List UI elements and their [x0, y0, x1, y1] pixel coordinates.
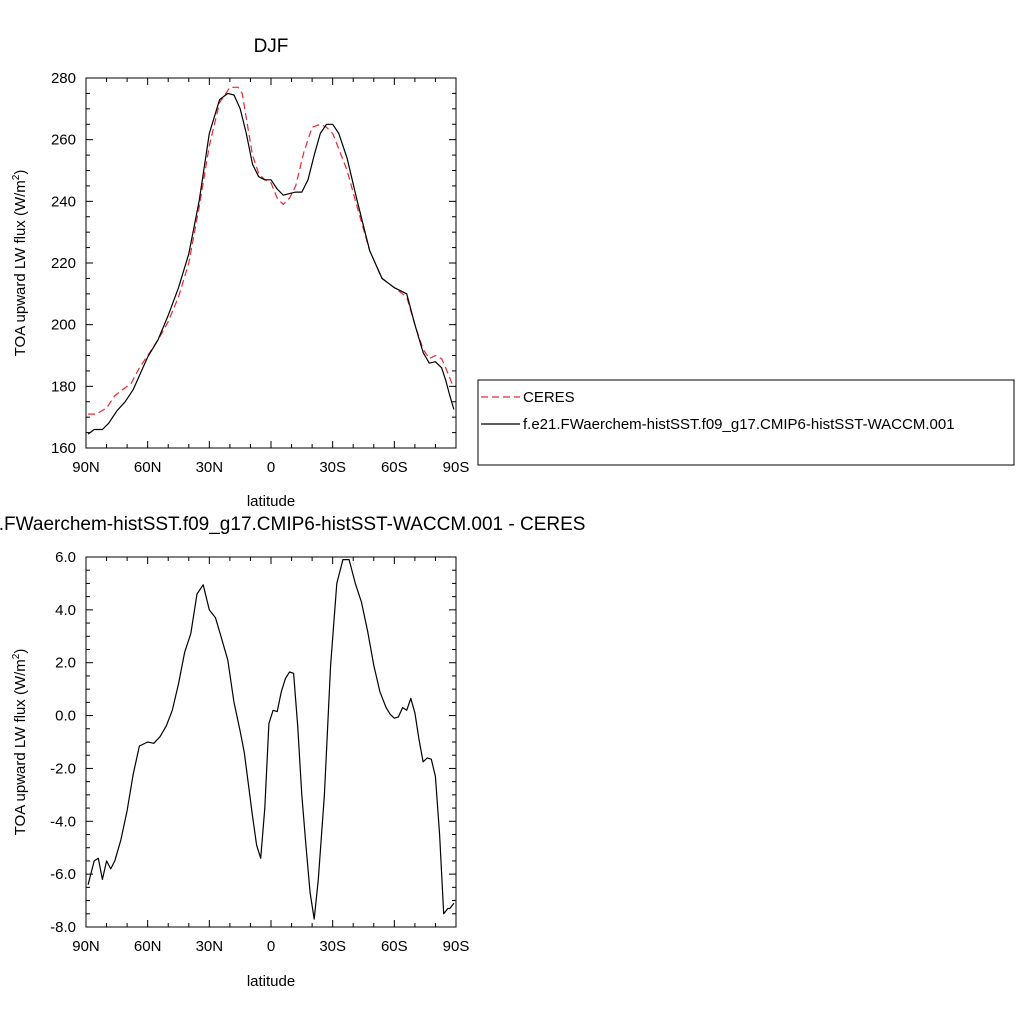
y-axis-label: TOA upward LW flux (W/m2) — [11, 170, 29, 357]
y-tick-label: -2.0 — [50, 760, 76, 777]
y-tick-label: 0.0 — [55, 708, 76, 725]
x-axis-label-bottom: latitude — [247, 973, 295, 990]
y-tick-label: 260 — [51, 132, 76, 149]
top-series-layer — [87, 86, 455, 435]
y-tick-label: -4.0 — [50, 813, 76, 830]
plot-frame-bottom — [85, 556, 457, 928]
y-tick-label: -6.0 — [50, 866, 76, 883]
x-tick-label: 60S — [381, 459, 408, 476]
y-tick-label: 4.0 — [55, 602, 76, 619]
x-tick-label: 90N — [72, 459, 100, 476]
y-tick-label: 160 — [51, 440, 76, 457]
x-tick-label: 30N — [196, 938, 224, 955]
x-tick-label: 60N — [134, 938, 162, 955]
y-tick-label: 200 — [51, 317, 76, 334]
top-tick-marks: 90N 60N 30N 0 30S 60S 90S 160 180 200 220 240 260 280 — [51, 70, 469, 476]
y-tick-label: -8.0 — [50, 919, 76, 936]
x-tick-label: 60N — [134, 459, 162, 476]
y-tick-label: 280 — [51, 70, 76, 87]
legend-box — [477, 379, 1015, 466]
x-tick-label: 90S — [443, 938, 470, 955]
chart-top-panel: DJF 90N 60N 30N 0 30S 60S 90S 160 180 200 220 240 26… — [11, 36, 469, 510]
x-tick-label: 0 — [267, 459, 275, 476]
y-tick-label: 240 — [51, 193, 76, 210]
plot-frame-top — [85, 77, 457, 449]
legend: CERES f.e21.FWaerchem-histSST.f09_g17.CM… — [477, 379, 1015, 466]
legend-ceres-label: CERES — [523, 389, 575, 406]
y-axis-label-bottom: TOA upward LW flux (W/m2) — [11, 649, 29, 836]
x-axis-label: latitude — [247, 493, 295, 510]
x-tick-label: 30S — [319, 459, 346, 476]
bottom-series-layer — [87, 558, 455, 920]
y-tick-label: 180 — [51, 378, 76, 395]
legend-model-label: f.e21.FWaerchem-histSST.f09_g17.CMIP6-hi… — [523, 416, 955, 433]
x-tick-label: 90N — [72, 938, 100, 955]
x-tick-label: 30S — [319, 938, 346, 955]
y-tick-label: 2.0 — [55, 655, 76, 672]
ceres-series-line — [88, 86, 455, 415]
model-series-line — [87, 92, 455, 435]
x-tick-label: 90S — [443, 459, 470, 476]
difference-series-line — [87, 558, 455, 920]
x-tick-label: 30N — [196, 459, 224, 476]
chart-title: DJF — [254, 36, 289, 57]
x-tick-label: 60S — [381, 938, 408, 955]
y-tick-label: 220 — [51, 255, 76, 272]
difference-chart-title: f.e21.FWaerchem-histSST.f09_g17.CMIP6-hi… — [0, 514, 585, 535]
bottom-tick-marks: 90N 60N 30N 0 30S 60S 90S -8.0 -6.0 -4.0 -2.0 0.0 2.… — [50, 549, 469, 955]
y-tick-label: 6.0 — [55, 549, 76, 566]
chart-bottom-panel: f.e21.FWaerchem-histSST.f09_g17.CMIP6-hi… — [0, 514, 585, 990]
x-tick-label: 0 — [267, 938, 275, 955]
